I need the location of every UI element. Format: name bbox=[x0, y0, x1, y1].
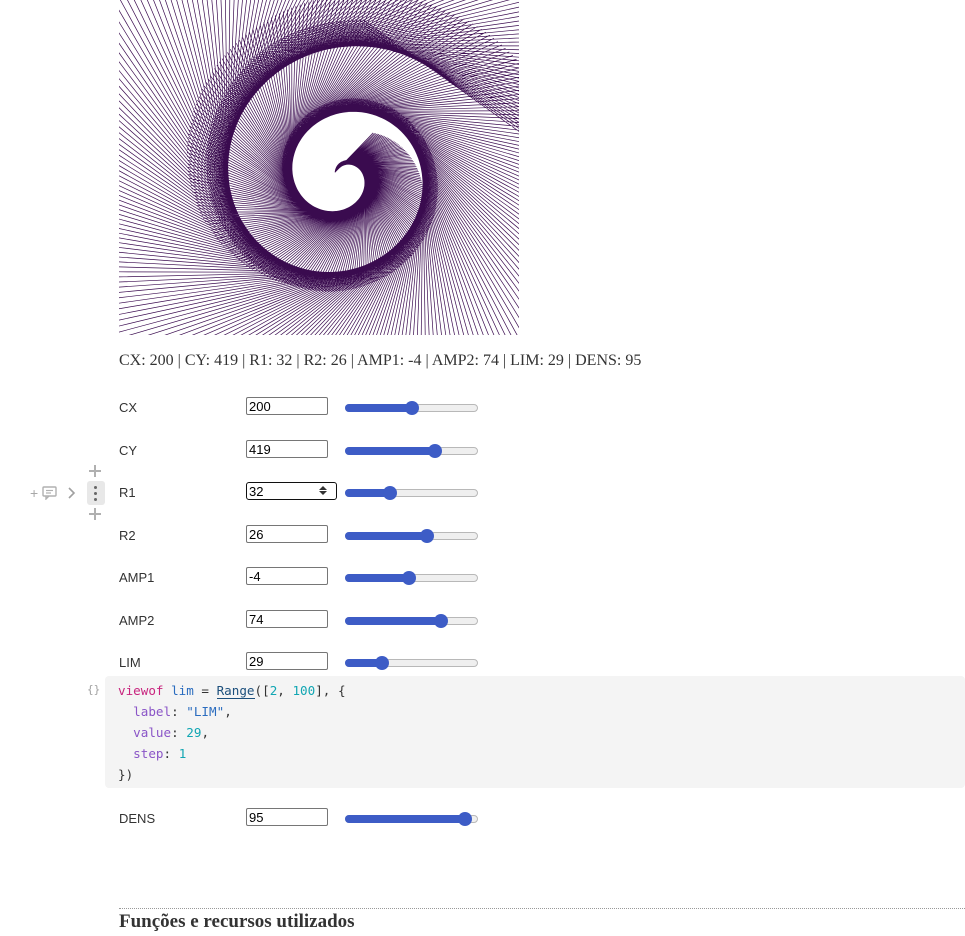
r2-range-slider[interactable] bbox=[345, 529, 478, 543]
code-comma: , bbox=[277, 683, 293, 698]
r1-number-input[interactable] bbox=[246, 482, 337, 500]
braces-icon[interactable]: {} bbox=[87, 683, 101, 696]
control-cy: CY bbox=[119, 440, 499, 462]
chevron-right-icon[interactable] bbox=[67, 486, 77, 500]
code-cell[interactable]: viewof lim = Range([2, 100], { label: "L… bbox=[105, 676, 965, 788]
control-label: AMP1 bbox=[119, 570, 155, 585]
code-source[interactable]: viewof lim = Range([2, 100], { label: "L… bbox=[118, 680, 346, 785]
slider-thumb[interactable] bbox=[458, 812, 472, 826]
add-comment-plus-icon[interactable]: + bbox=[30, 485, 39, 501]
code-value: 29 bbox=[186, 725, 202, 740]
dens-range-slider[interactable] bbox=[345, 812, 478, 826]
slider-thumb[interactable] bbox=[402, 571, 416, 585]
r1-range-slider[interactable] bbox=[345, 486, 478, 500]
code-string: "LIM" bbox=[186, 704, 225, 719]
slider-fill bbox=[345, 659, 382, 667]
amp1-range-slider[interactable] bbox=[345, 571, 478, 585]
spiral-lines bbox=[119, 0, 519, 335]
code-end: }) bbox=[118, 767, 134, 782]
add-cell-above-icon[interactable] bbox=[89, 465, 101, 477]
amp2-number-input[interactable] bbox=[246, 610, 328, 628]
code-colon: : bbox=[163, 746, 179, 761]
code-prop-step: step bbox=[133, 746, 164, 761]
slider-fill bbox=[345, 489, 390, 497]
dens-number-input[interactable] bbox=[246, 808, 328, 826]
control-amp2: AMP2 bbox=[119, 610, 499, 632]
lim-number-input[interactable] bbox=[246, 652, 328, 670]
slider-thumb[interactable] bbox=[383, 486, 397, 500]
code-min: 2 bbox=[269, 683, 278, 698]
cx-number-input[interactable] bbox=[246, 397, 328, 415]
slider-thumb[interactable] bbox=[434, 614, 448, 628]
control-label: R2 bbox=[119, 528, 136, 543]
r2-number-input[interactable] bbox=[246, 525, 328, 543]
lim-range-slider[interactable] bbox=[345, 656, 478, 670]
control-label: AMP2 bbox=[119, 613, 155, 628]
spiral-canvas bbox=[119, 0, 519, 335]
amp2-range-slider[interactable] bbox=[345, 614, 478, 628]
slider-thumb[interactable] bbox=[405, 401, 419, 415]
code-variable: lim bbox=[171, 683, 194, 698]
code-colon: : bbox=[171, 704, 187, 719]
control-label: DENS bbox=[119, 811, 156, 826]
slider-fill bbox=[345, 447, 435, 455]
kebab-menu-icon[interactable] bbox=[87, 481, 105, 505]
spiral-artwork bbox=[119, 0, 519, 335]
code-eq: = bbox=[193, 683, 217, 698]
control-label: R1 bbox=[119, 485, 136, 500]
code-comma: , bbox=[224, 704, 232, 719]
section-title: Funções e recursos utilizados bbox=[119, 911, 355, 932]
cx-range-slider[interactable] bbox=[345, 401, 478, 415]
control-cx: CX bbox=[119, 397, 499, 419]
code-prop-value: value bbox=[133, 725, 172, 740]
slider-fill bbox=[345, 815, 465, 823]
code-max: 100 bbox=[292, 683, 316, 698]
slider-thumb[interactable] bbox=[428, 444, 442, 458]
amp1-number-input[interactable] bbox=[246, 567, 328, 585]
control-label: CX bbox=[119, 400, 138, 415]
section-divider bbox=[119, 908, 965, 909]
cy-range-slider[interactable] bbox=[345, 444, 478, 458]
slider-fill bbox=[345, 574, 409, 582]
code-colon: : bbox=[171, 725, 187, 740]
code-open: ([ bbox=[254, 683, 270, 698]
control-r2: R2 bbox=[119, 525, 499, 547]
cy-number-input[interactable] bbox=[246, 440, 328, 458]
slider-fill bbox=[345, 532, 427, 540]
code-keyword: viewof bbox=[118, 683, 164, 698]
code-comma: , bbox=[201, 725, 210, 740]
slider-fill bbox=[345, 404, 412, 412]
parameter-summary: CX: 200 | CY: 419 | R1: 32 | R2: 26 | AM… bbox=[119, 352, 642, 369]
add-cell-below-icon[interactable] bbox=[89, 508, 101, 520]
control-amp1: AMP1 bbox=[119, 567, 499, 589]
control-label: CY bbox=[119, 443, 138, 458]
control-dens: DENS bbox=[119, 808, 499, 830]
spinner-icon[interactable] bbox=[318, 485, 328, 499]
comment-icon[interactable] bbox=[42, 486, 58, 500]
slider-thumb[interactable] bbox=[420, 529, 434, 543]
control-r1: R1 bbox=[119, 482, 499, 504]
slider-fill bbox=[345, 617, 441, 625]
control-lim: LIM bbox=[119, 652, 499, 674]
code-function[interactable]: Range bbox=[216, 683, 255, 699]
control-label: LIM bbox=[119, 655, 141, 670]
code-close: ], { bbox=[315, 683, 346, 698]
code-prop-label: label bbox=[133, 704, 172, 719]
code-step: 1 bbox=[178, 746, 187, 761]
slider-thumb[interactable] bbox=[375, 656, 389, 670]
